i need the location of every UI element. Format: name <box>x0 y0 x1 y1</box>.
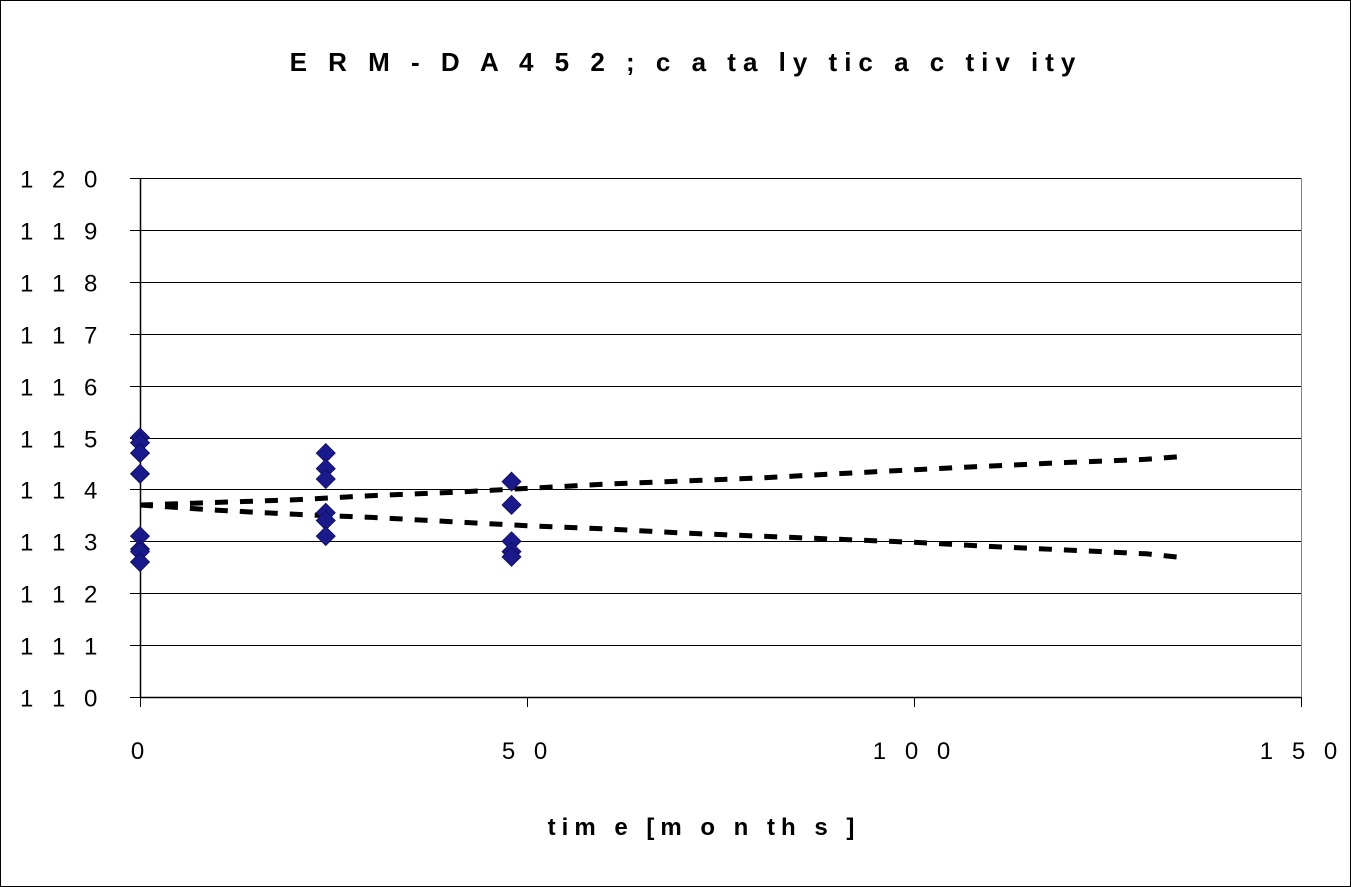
data-point <box>315 468 336 490</box>
data-point <box>501 471 522 492</box>
x-tick-label: 5 0 <box>502 738 553 765</box>
data-point <box>129 443 151 464</box>
y-tick-label: 1 1 7 <box>20 323 103 350</box>
data-series <box>129 427 1186 573</box>
data-point <box>501 494 522 516</box>
y-tick-label: 1 1 3 <box>20 530 103 557</box>
x-axis-label: tim e [m o n th s ] <box>548 814 861 841</box>
y-tick-label: 1 1 4 <box>20 478 103 505</box>
confidence-bound-line <box>139 453 1186 508</box>
y-tick-label: 1 1 2 <box>20 582 103 609</box>
x-tick-labels: 0 5 0 1 0 0 1 5 0 <box>131 738 1343 765</box>
x-tick-label: 1 0 0 <box>873 738 956 765</box>
y-tick-label: 1 2 0 <box>20 167 103 194</box>
y-tick-label: 1 1 5 <box>20 427 103 454</box>
y-tick-label: 1 1 8 <box>20 271 103 298</box>
data-point <box>129 463 151 484</box>
y-tick-label: 1 1 0 <box>20 686 103 713</box>
axes <box>130 178 1302 707</box>
data-point <box>129 551 151 573</box>
x-tick-label: 1 5 0 <box>1260 738 1343 765</box>
y-tick-label: 1 1 9 <box>20 219 103 246</box>
data-point <box>501 546 522 567</box>
chart-title: E R M - D A 4 5 2 ; c a ta ly tic a c ti… <box>290 47 1083 77</box>
gridlines <box>140 178 1301 646</box>
x-tick-label: 0 <box>131 738 150 765</box>
data-point <box>315 526 336 547</box>
y-tick-labels: 1 1 01 1 11 1 21 1 31 1 41 1 51 1 61 1 7… <box>20 167 103 713</box>
y-tick-label: 1 1 6 <box>20 375 103 402</box>
confidence-bound-line <box>139 502 1186 561</box>
y-tick-label: 1 1 1 <box>20 634 103 661</box>
